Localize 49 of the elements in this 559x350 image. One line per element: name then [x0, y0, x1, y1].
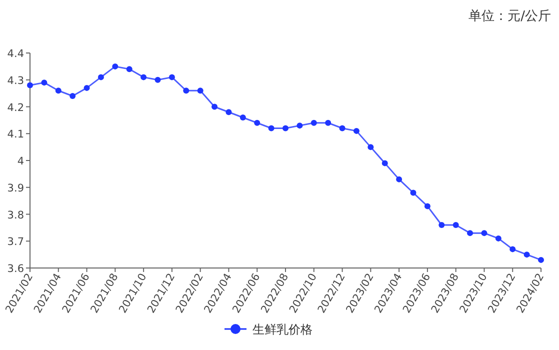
point	[70, 93, 76, 99]
point	[396, 176, 402, 182]
point	[510, 246, 516, 252]
y-tick-label: 4.3	[7, 74, 24, 87]
point	[310, 120, 317, 126]
point	[452, 222, 459, 228]
point	[524, 252, 530, 258]
point	[438, 222, 445, 228]
point	[98, 74, 104, 80]
point	[112, 63, 118, 70]
point	[212, 104, 218, 110]
point	[495, 235, 502, 242]
y-tick-label: 4	[17, 156, 24, 168]
y-tick-label: 3.6	[7, 263, 24, 275]
point	[27, 82, 33, 88]
point	[84, 84, 90, 91]
point	[268, 125, 274, 132]
legend-label: 生鲜乳价格	[252, 322, 312, 336]
point	[240, 114, 246, 120]
point	[382, 160, 388, 166]
point	[55, 88, 62, 94]
point	[410, 190, 416, 196]
y-tick-label: 3.7	[7, 236, 24, 248]
point	[282, 125, 288, 132]
point	[168, 74, 175, 80]
point	[424, 203, 430, 210]
y-tick-label: 3.8	[7, 209, 24, 222]
point	[481, 230, 488, 236]
point	[126, 66, 132, 72]
y-tick-label: 4.1	[7, 128, 24, 141]
point	[538, 256, 544, 263]
point	[368, 144, 374, 150]
point	[197, 88, 204, 94]
y-tick-label: 3.9	[7, 182, 24, 194]
point	[339, 125, 346, 132]
legend: 生鲜乳价格	[224, 322, 312, 336]
point	[254, 120, 260, 126]
point	[41, 80, 48, 86]
y-tick-label: 4.4	[7, 48, 24, 60]
point	[183, 88, 190, 94]
point	[140, 74, 147, 80]
point	[353, 128, 360, 134]
point	[296, 122, 303, 129]
text: 单位：元/公斤	[468, 9, 551, 24]
y-tick-label: 4.2	[7, 102, 24, 114]
point	[154, 76, 161, 83]
point	[325, 120, 332, 126]
point	[226, 109, 232, 116]
point	[467, 230, 474, 236]
